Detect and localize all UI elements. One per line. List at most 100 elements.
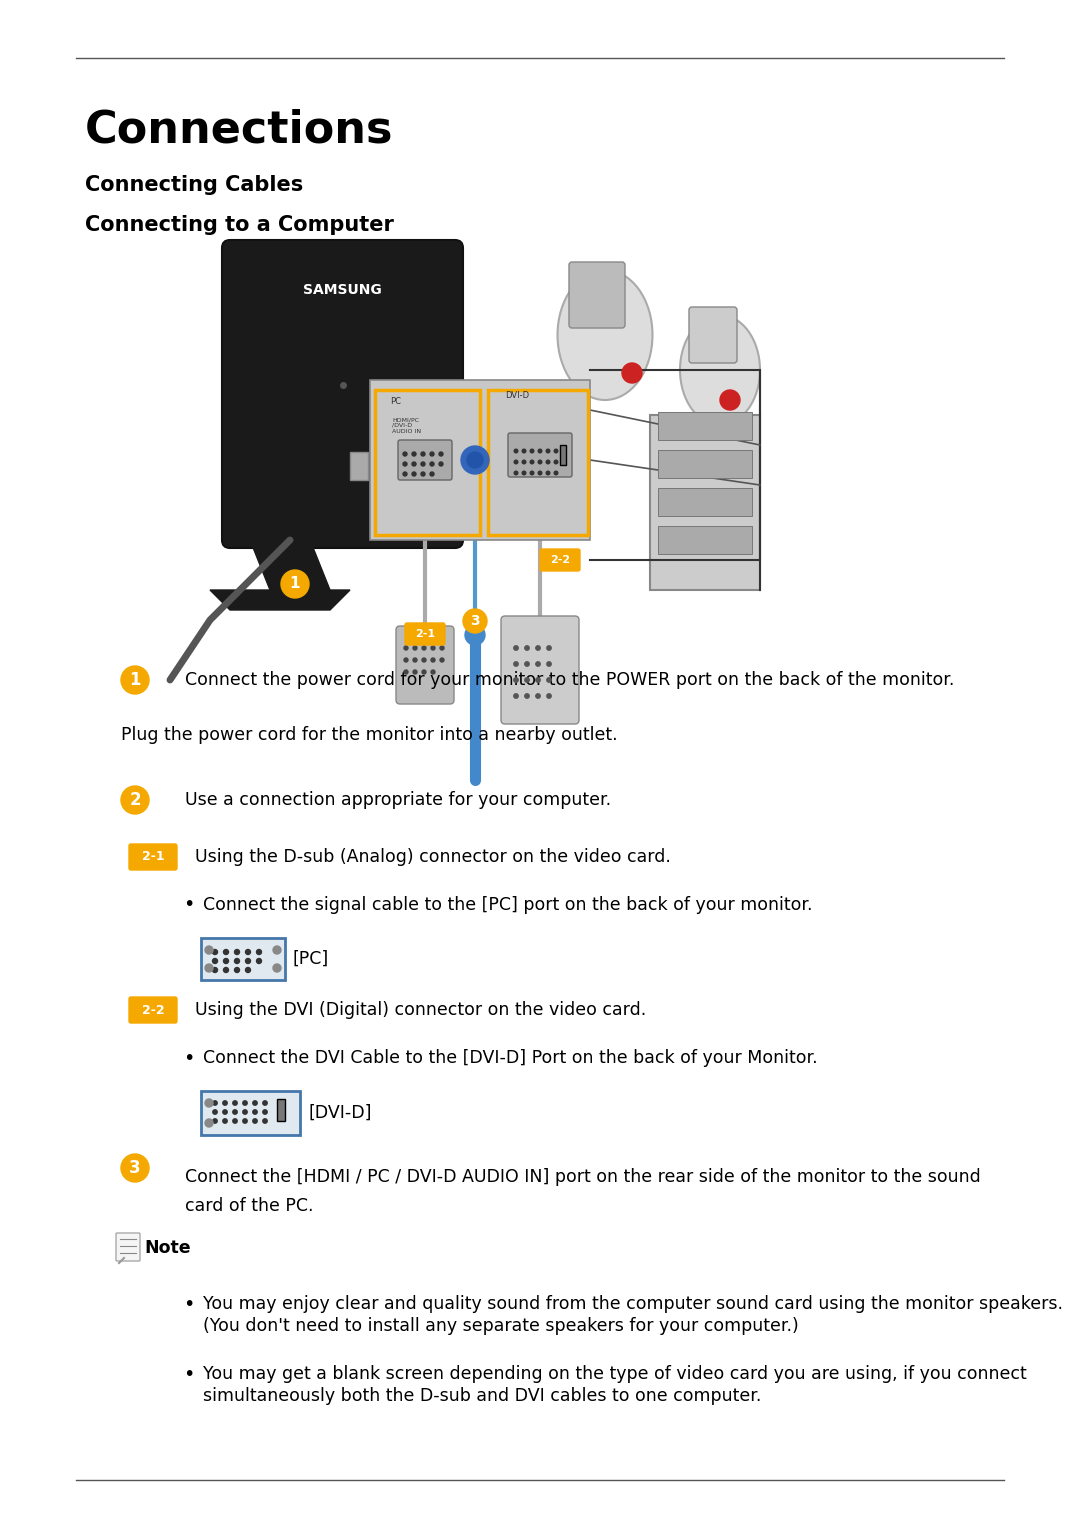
Circle shape [253,1110,257,1115]
Circle shape [234,959,240,964]
Circle shape [546,693,551,698]
FancyBboxPatch shape [350,452,368,479]
FancyBboxPatch shape [276,1099,285,1121]
FancyBboxPatch shape [658,450,752,478]
Text: Connect the [HDMI / PC / DVI-D AUDIO IN] port on the rear side of the monitor to: Connect the [HDMI / PC / DVI-D AUDIO IN]… [185,1168,981,1215]
FancyBboxPatch shape [658,525,752,554]
Circle shape [411,472,416,476]
Circle shape [536,646,540,651]
Text: 1: 1 [130,670,140,689]
Circle shape [538,472,542,475]
Circle shape [523,449,526,454]
FancyBboxPatch shape [658,489,752,516]
Circle shape [421,452,426,457]
Circle shape [411,463,416,466]
Circle shape [421,472,426,476]
FancyBboxPatch shape [501,615,579,724]
Circle shape [530,472,534,475]
Circle shape [411,452,416,457]
Polygon shape [210,589,350,609]
Circle shape [422,658,426,663]
Circle shape [554,460,557,464]
Circle shape [554,449,557,454]
Circle shape [546,460,550,464]
FancyBboxPatch shape [201,1090,300,1135]
FancyBboxPatch shape [129,997,177,1023]
Text: •: • [183,1049,194,1067]
Circle shape [234,950,240,954]
Text: •: • [183,1295,194,1315]
Circle shape [403,472,407,476]
Text: 3: 3 [470,614,480,628]
Circle shape [403,463,407,466]
FancyBboxPatch shape [116,1232,140,1261]
FancyBboxPatch shape [129,844,177,870]
Circle shape [514,678,518,683]
Text: Note: Note [144,1238,191,1257]
Circle shape [536,678,540,683]
Circle shape [121,666,149,693]
Circle shape [222,1119,227,1124]
Circle shape [213,968,217,973]
Circle shape [431,670,435,673]
Circle shape [525,661,529,666]
Circle shape [514,472,517,475]
Circle shape [440,658,444,663]
Text: [DVI-D]: [DVI-D] [308,1104,372,1122]
Circle shape [403,452,407,457]
Circle shape [224,968,229,973]
Circle shape [422,670,426,673]
Text: (You don't need to install any separate speakers for your computer.): (You don't need to install any separate … [203,1316,799,1335]
Text: 1: 1 [289,577,300,591]
Text: DVI-D: DVI-D [505,391,529,400]
Circle shape [530,449,534,454]
Circle shape [720,389,740,411]
Circle shape [523,472,526,475]
Circle shape [273,964,281,973]
Text: 3: 3 [130,1159,140,1177]
Circle shape [514,460,517,464]
Circle shape [463,609,487,634]
Circle shape [222,1101,227,1106]
Circle shape [213,950,217,954]
Circle shape [243,1119,247,1124]
Circle shape [546,449,550,454]
Circle shape [514,646,518,651]
Text: SAMSUNG: SAMSUNG [303,282,382,296]
Circle shape [525,678,529,683]
Circle shape [430,472,434,476]
Circle shape [233,1101,238,1106]
Circle shape [257,959,261,964]
Circle shape [245,950,251,954]
Circle shape [438,463,443,466]
Circle shape [438,452,443,457]
Circle shape [404,646,408,651]
Circle shape [430,452,434,457]
Text: PC: PC [390,397,401,406]
Text: Connecting Cables: Connecting Cables [85,176,303,195]
Circle shape [467,452,483,467]
Circle shape [205,947,213,954]
Circle shape [243,1110,247,1115]
Circle shape [546,472,550,475]
FancyBboxPatch shape [689,307,737,363]
Text: Connect the signal cable to the [PC] port on the back of your monitor.: Connect the signal cable to the [PC] por… [203,896,812,915]
Circle shape [538,449,542,454]
Circle shape [205,1119,213,1127]
Text: Connections: Connections [85,108,393,151]
Circle shape [431,658,435,663]
Circle shape [514,693,518,698]
Circle shape [514,449,517,454]
Circle shape [461,446,489,473]
Circle shape [546,678,551,683]
Circle shape [546,661,551,666]
Text: Use a connection appropriate for your computer.: Use a connection appropriate for your co… [185,791,611,809]
Text: [PC]: [PC] [293,950,329,968]
Circle shape [243,1101,247,1106]
FancyBboxPatch shape [561,444,566,466]
Text: 2-2: 2-2 [550,554,570,565]
Circle shape [546,646,551,651]
Text: You may get a blank screen depending on the type of video card you are using, if: You may get a blank screen depending on … [203,1365,1027,1383]
Circle shape [121,786,149,814]
Circle shape [413,646,417,651]
